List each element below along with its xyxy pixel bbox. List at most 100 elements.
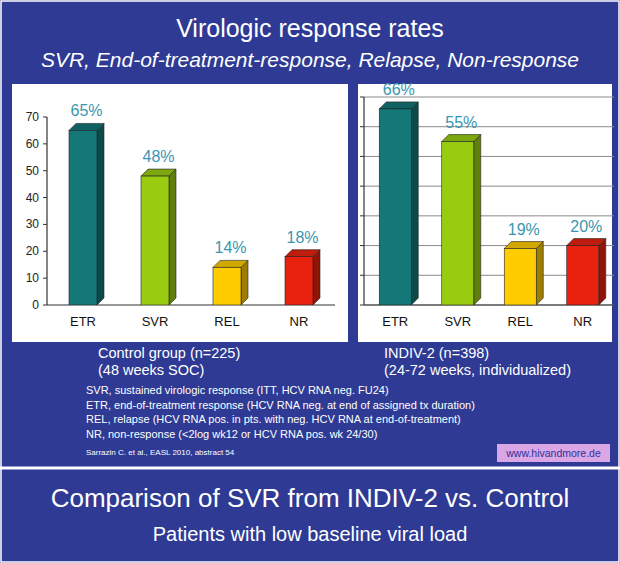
bar-group — [504, 242, 543, 305]
x-tick-label: ETR — [70, 314, 96, 329]
separator — [0, 467, 620, 470]
bar-top — [567, 239, 606, 246]
chart: 66% 55% 19% 20% ETR SVR REL NR — [358, 81, 614, 342]
y-tick — [360, 245, 364, 246]
footnote: NR, non-response (<2log wk12 or HCV RNA … — [86, 428, 377, 440]
y-tick-label: 50 — [26, 164, 40, 178]
y-tick-label: 60 — [26, 137, 40, 151]
y-tick-label: 40 — [26, 191, 40, 205]
y-axis — [363, 97, 364, 305]
bar — [379, 109, 411, 305]
website: www.hivandmore.de — [505, 447, 601, 459]
y-tick — [360, 97, 364, 98]
bar-group — [69, 123, 104, 305]
data-label: 65% — [70, 102, 102, 119]
bar-top — [285, 250, 320, 257]
data-label: 19% — [508, 221, 540, 238]
data-label: 18% — [286, 229, 318, 246]
y-tick — [43, 170, 47, 171]
footer-subtitle: Patients with low baseline viral load — [153, 523, 468, 545]
chart-caption-sub: (48 weeks SOC) — [98, 362, 204, 378]
data-label: 55% — [445, 114, 477, 131]
y-tick — [360, 215, 364, 216]
bar-group — [567, 239, 606, 305]
bar-group — [442, 135, 481, 305]
chart-background — [358, 84, 612, 342]
x-tick-label: NR — [573, 314, 592, 329]
bars — [69, 123, 320, 305]
data-label: 14% — [214, 239, 246, 256]
y-tick — [360, 275, 364, 276]
data-label: 20% — [570, 218, 602, 235]
bar-group — [285, 250, 320, 305]
bar — [285, 257, 313, 305]
bar-side — [169, 169, 176, 305]
bar-side — [536, 242, 543, 305]
bar-side — [474, 135, 481, 305]
website-box — [497, 444, 610, 462]
y-axis — [46, 117, 47, 305]
footnote: ETR, end-of-treatment response (HCV RNA … — [86, 399, 475, 411]
bar-side — [411, 102, 418, 305]
slide-title: Virologic response rates — [176, 14, 444, 42]
bar — [213, 267, 241, 305]
bar — [442, 142, 474, 305]
bars — [379, 102, 606, 305]
chart-caption-sub: (24-72 weeks, individualized) — [384, 362, 571, 378]
chart: 01020304050607065%48%14%18%ETRSVRRELNR — [12, 84, 348, 342]
x-tick-label: ETR — [382, 314, 408, 329]
frame — [1, 1, 619, 562]
footnote: REL, relapse (HCV RNA pos. in pts. with … — [86, 413, 461, 425]
data-labels: 65% 48% 14% 18% — [70, 102, 318, 256]
bar-top — [442, 135, 481, 142]
bar-top — [69, 123, 104, 130]
footnote: SVR, sustained virologic response (ITT, … — [86, 384, 389, 396]
y-tick — [43, 197, 47, 198]
x-tick-label: SVR — [444, 314, 471, 329]
y-tick — [43, 305, 47, 306]
slide: Virologic response rates SVR, End-of-trea… — [0, 0, 620, 563]
y-tick-label: 30 — [26, 217, 40, 231]
x-tick-label: REL — [508, 314, 533, 329]
bar-top — [379, 102, 418, 109]
bar — [504, 249, 536, 305]
bar-group — [141, 169, 176, 305]
bar — [141, 176, 169, 305]
source: Sarrazin C. et al., EASL 2010, abstract … — [86, 448, 235, 457]
bar-top — [213, 260, 248, 267]
bar — [567, 246, 599, 305]
x-tick-label: SVR — [142, 314, 169, 329]
y-tick — [43, 143, 47, 144]
y-tick — [43, 117, 47, 118]
chart-caption: INDIV-2 (n=398) — [384, 345, 489, 361]
bar-group — [213, 260, 248, 305]
bar — [69, 130, 97, 305]
bar-side — [313, 250, 320, 305]
y-tick-label: 20 — [26, 244, 40, 258]
bar-top — [504, 242, 543, 249]
data-label: 48% — [142, 148, 174, 165]
y-tick — [360, 186, 364, 187]
chart-background — [12, 84, 348, 342]
y-tick-label: 0 — [32, 298, 39, 312]
data-labels: 66% 55% 19% 20% — [383, 81, 603, 238]
y-tick — [43, 224, 47, 225]
bar-side — [599, 239, 606, 305]
y-tick — [360, 305, 364, 306]
slide-subtitle: SVR, End-of-treatment-response, Relapse,… — [41, 48, 579, 71]
x-tick-label: REL — [214, 314, 239, 329]
y-tick-label: 10 — [26, 271, 40, 285]
bar-side — [241, 260, 248, 305]
y-tick — [360, 126, 364, 127]
footer-title: Comparison of SVR from INDIV-2 vs. Contr… — [51, 483, 570, 513]
y-tick — [43, 251, 47, 252]
background — [0, 0, 620, 563]
bar-top — [141, 169, 176, 176]
bar-group — [379, 102, 418, 305]
y-tick-label: 70 — [26, 110, 40, 124]
chart-caption: Control group (n=225) — [98, 345, 240, 361]
y-tick — [43, 278, 47, 279]
bar-side — [97, 123, 104, 305]
y-tick — [360, 156, 364, 157]
data-label: 66% — [383, 81, 415, 98]
